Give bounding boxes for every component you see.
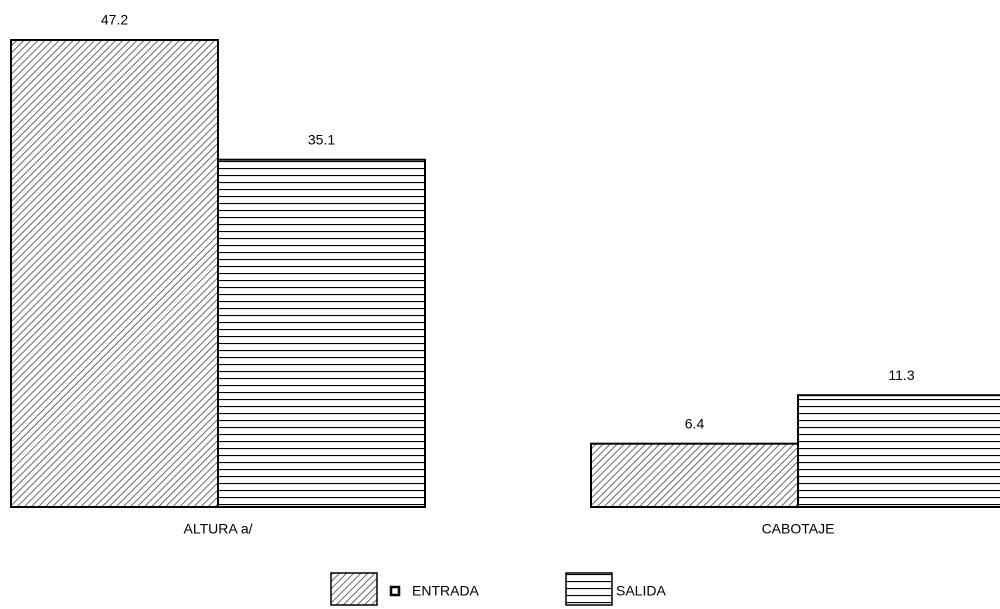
bar <box>590 442 799 509</box>
bar <box>217 158 426 508</box>
legend-swatch <box>565 572 613 606</box>
x-tick-label: CABOTAJE <box>762 521 835 537</box>
legend-swatch <box>330 572 378 606</box>
bar <box>797 394 1000 508</box>
value-label: 6.4 <box>685 415 705 431</box>
value-label: 11.3 <box>888 367 914 383</box>
legend-marker <box>389 585 401 597</box>
x-tick-label: ALTURA a/ <box>184 521 253 537</box>
legend-label: ENTRADA <box>412 583 480 599</box>
value-label: 47.2 <box>101 12 128 28</box>
value-label: 35.1 <box>308 131 335 147</box>
bar <box>10 39 219 508</box>
legend-label: SALIDA <box>616 583 666 599</box>
